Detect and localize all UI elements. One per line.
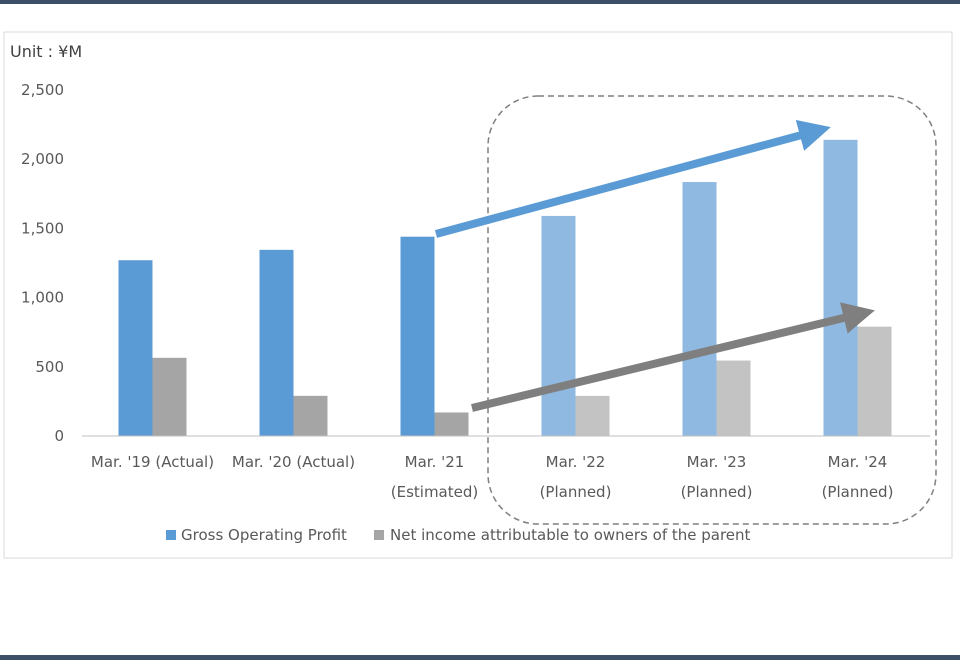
category-label: Mar. '24: [828, 453, 888, 471]
bar-gross-operating-profit: [259, 249, 294, 436]
unit-label: Unit : ¥M: [10, 42, 82, 61]
category-labels: Mar. '19 (Actual) Mar. '20 (Actual) Mar. '…: [91, 453, 894, 501]
y-tick-label: 2,000: [21, 150, 64, 168]
category-label: Mar. '21: [405, 453, 465, 471]
bar-gross-operating-profit: [400, 236, 435, 436]
planned-highlight-box: [487, 95, 937, 525]
y-tick-label: 2,500: [21, 81, 64, 99]
category-label: Mar. '23: [687, 453, 747, 471]
bottom-border: [0, 655, 960, 660]
y-axis: 0 500 1,000 1,500 2,000 2,500: [21, 81, 64, 445]
y-tick-label: 500: [35, 358, 64, 376]
bar-net-income: [152, 357, 187, 436]
net-income-trend-arrow: [471, 302, 875, 412]
legend-label-gross-operating-profit: Gross Operating Profit: [181, 526, 347, 544]
gross-profit-trend-arrow: [434, 119, 831, 238]
category-label: (Estimated): [391, 483, 478, 501]
category-label: (Planned): [822, 483, 894, 501]
bar-net-income: [716, 360, 751, 436]
chart-frame: [3, 31, 953, 559]
bars: [118, 139, 892, 436]
y-tick-label: 1,000: [21, 289, 64, 307]
legend: Gross Operating Profit Net income attrib…: [166, 526, 751, 544]
y-tick-label: 1,500: [21, 219, 64, 237]
legend-label-net-income: Net income attributable to owners of the…: [390, 526, 751, 544]
bar-net-income: [575, 395, 610, 436]
bar-gross-operating-profit: [541, 215, 576, 436]
bar-net-income: [293, 395, 328, 436]
category-label: (Planned): [540, 483, 612, 501]
category-label: Mar. '22: [546, 453, 606, 471]
bar-gross-operating-profit: [823, 139, 858, 436]
bar-gross-operating-profit: [118, 260, 153, 436]
bar-net-income: [434, 412, 469, 436]
category-label: Mar. '20 (Actual): [232, 453, 355, 471]
y-tick-label: 0: [54, 427, 64, 445]
category-label: Mar. '19 (Actual): [91, 453, 214, 471]
legend-swatch-net-income: [374, 530, 384, 540]
legend-swatch-gross-operating-profit: [166, 530, 176, 540]
top-border: [0, 0, 960, 4]
category-label: (Planned): [681, 483, 753, 501]
bar-gross-operating-profit: [682, 182, 717, 436]
bar-net-income: [857, 326, 892, 436]
